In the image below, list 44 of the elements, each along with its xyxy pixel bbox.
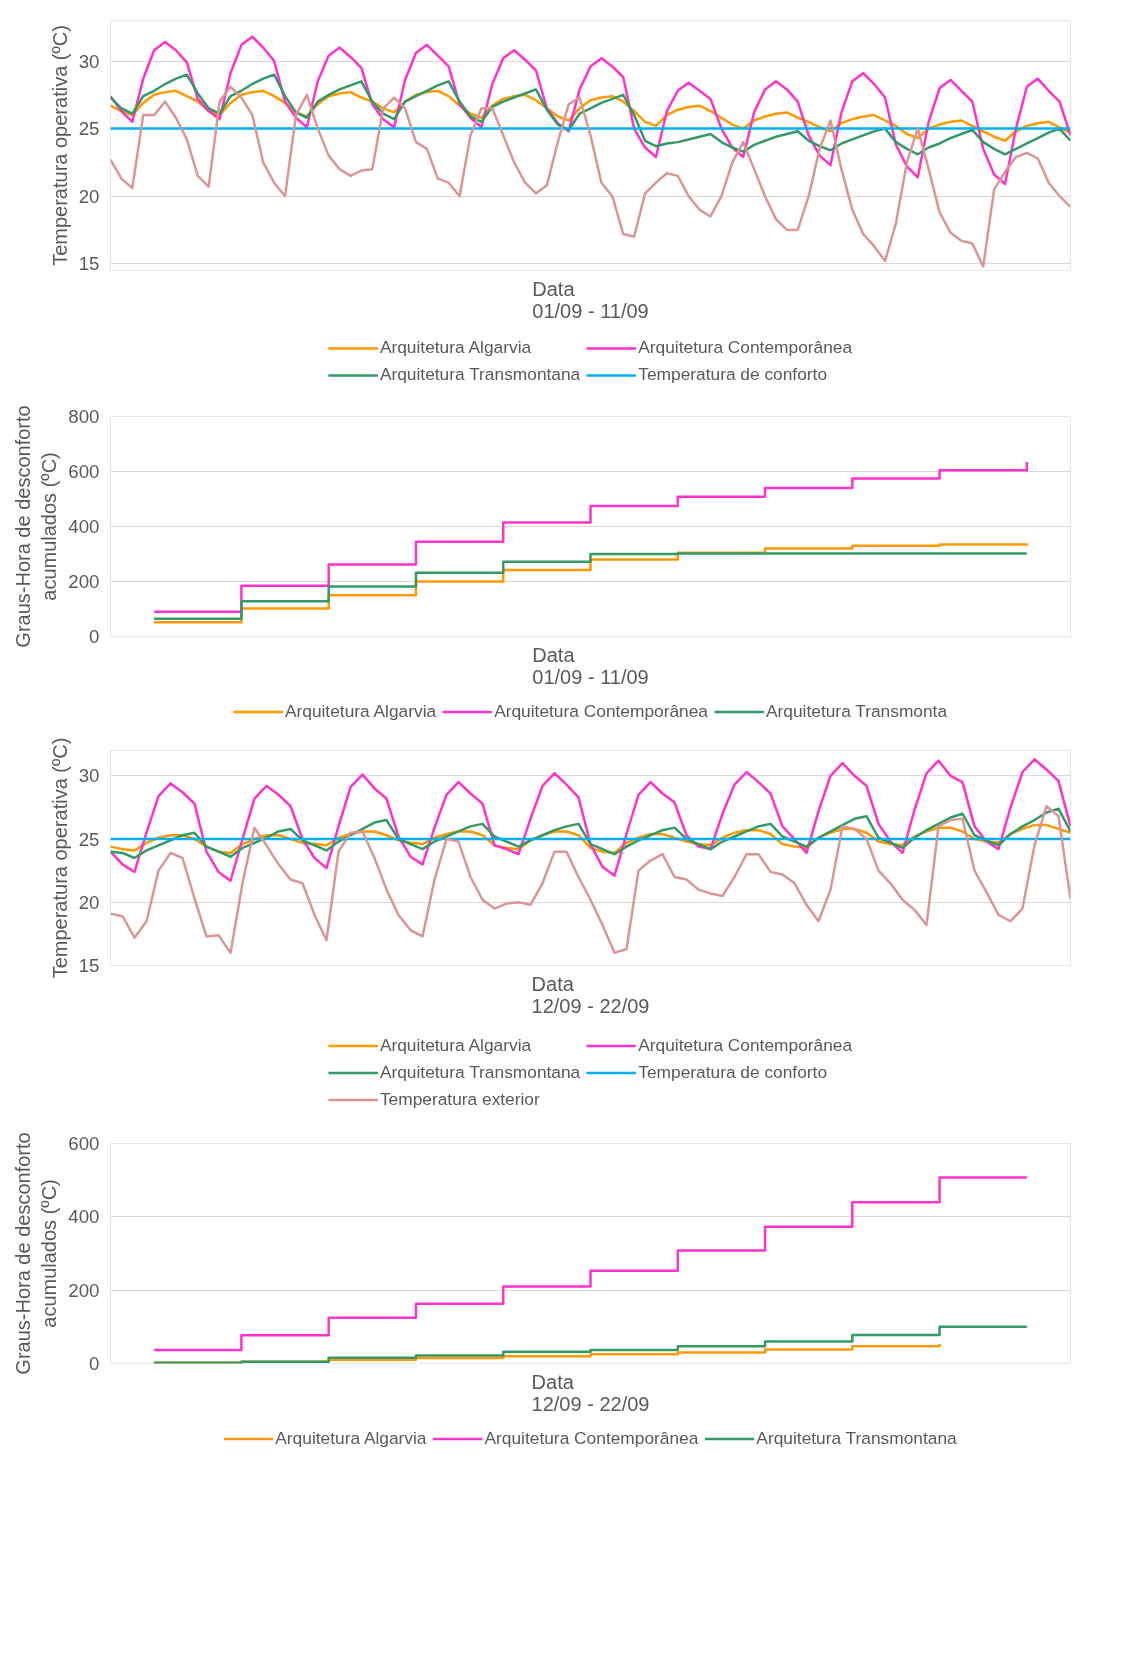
y-axis-title: Graus-Hora de desconforto acumulados (ºC)	[11, 405, 61, 648]
y-axis-title: Graus-Hora de desconforto acumulados (ºC)	[11, 1132, 61, 1375]
y-tick-label: 20	[78, 891, 100, 913]
legend-label: Arquitetura Transmonta	[766, 700, 948, 722]
legend-label: Arquitetura Contemporânea	[638, 337, 853, 358]
legend-label: Arquitetura Contemporânea	[494, 700, 708, 722]
y-tick-label: 200	[68, 1279, 100, 1301]
y-tick-label: 15	[78, 955, 100, 976]
legend-label: Arquitetura Algarvia	[284, 700, 437, 722]
legend-label: Temperatura de conforto	[638, 364, 828, 385]
legend-label: Arquitetura Contemporânea	[638, 1034, 853, 1056]
x-axis-title: Data 12/09 - 22/09	[531, 972, 650, 1017]
legend-label: Arquitetura Contemporânea	[484, 1427, 699, 1449]
legend-label: Arquitetura Transmontana	[379, 364, 581, 385]
x-axis-title: Data 12/09 - 22/09	[531, 1370, 650, 1415]
y-tick-label: 30	[78, 50, 100, 72]
y-tick-label: 30	[78, 765, 100, 787]
y-tick-label: 0	[89, 626, 100, 647]
y-axis-title: Temperatura operativa (ºC)	[48, 737, 71, 979]
x-axis-title: Data 01/09 - 11/09	[532, 643, 649, 688]
legend-label: Arquitetura Transmontana	[379, 1061, 581, 1083]
y-tick-label: 400	[68, 1206, 100, 1228]
line-series	[110, 758, 1071, 883]
line-series	[110, 85, 1071, 268]
x-axis-title: Data 01/09 - 11/09	[532, 277, 649, 322]
y-tick-label: 25	[78, 118, 100, 140]
line-series	[110, 804, 1071, 955]
y-tick-label: 25	[78, 828, 100, 850]
y-tick-label: 20	[78, 185, 100, 207]
legend-label: Temperatura exterior	[379, 1088, 540, 1110]
legend-label: Arquitetura Algarvia	[275, 1427, 427, 1449]
legend-label: Arquitetura Algarvia	[379, 1034, 532, 1056]
y-tick-label: 600	[68, 461, 100, 482]
y-axis-title: Temperatura operativa (ºC)	[48, 25, 71, 266]
legend-label: Arquitetura Transmontana	[756, 1427, 957, 1449]
y-tick-label: 200	[68, 571, 100, 592]
y-tick-label: 15	[78, 253, 100, 275]
y-tick-label: 800	[68, 406, 100, 427]
legend-label: Temperatura de conforto	[638, 1061, 828, 1083]
y-tick-label: 400	[68, 516, 100, 537]
line-series	[110, 73, 1071, 156]
y-tick-label: 0	[89, 1353, 100, 1374]
y-tick-label: 600	[68, 1133, 100, 1154]
legend-label: Arquitetura Algarvia	[379, 337, 532, 358]
